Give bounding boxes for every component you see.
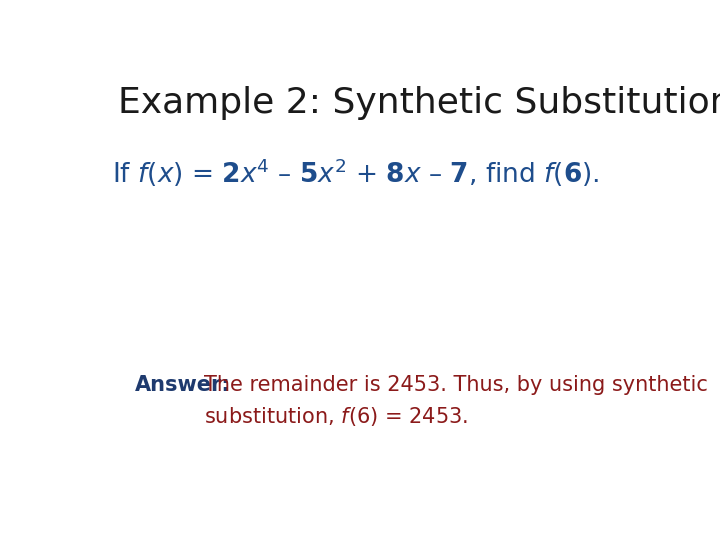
Text: The remainder is 2453. Thus, by using synthetic: The remainder is 2453. Thus, by using sy… — [204, 375, 708, 395]
Text: substitution, $\it{f}$(6) = 2453.: substitution, $\it{f}$(6) = 2453. — [204, 404, 469, 428]
Text: Answer:: Answer: — [135, 375, 230, 395]
Text: Example 2: Synthetic Substitution: Example 2: Synthetic Substitution — [118, 85, 720, 119]
Text: If $\bf{\it{f}}$($\bf{\it{x}}$) = $\bf{2\it{x}^4}$ – $\bf{5\it{x}^2}$ + $\bf{8\i: If $\bf{\it{f}}$($\bf{\it{x}}$) = $\bf{2… — [112, 156, 600, 189]
